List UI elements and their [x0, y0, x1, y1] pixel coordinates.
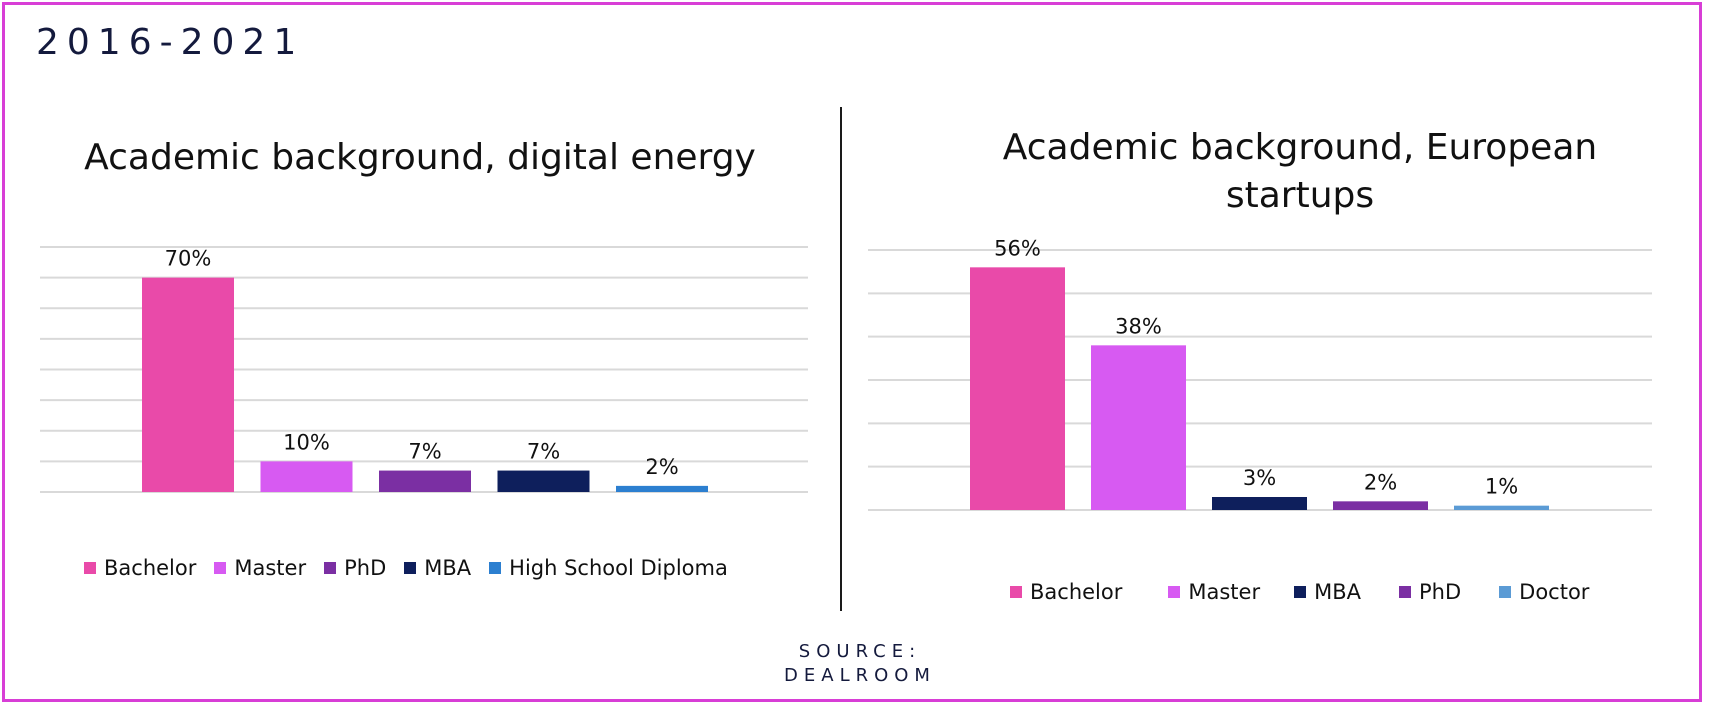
- bar-digital-energy-mba: [497, 470, 590, 492]
- data-label-european-startups-mba: 3%: [1243, 466, 1276, 490]
- source-name: DEALROOM: [784, 665, 936, 686]
- legend-item-bachelor: Bachelor: [84, 556, 196, 580]
- period-label: 2016-2021: [36, 22, 305, 63]
- data-label-digital-energy-master: 10%: [283, 430, 330, 454]
- bar-european-startups-bachelor: [970, 267, 1065, 510]
- legend-swatch-bachelor: [1010, 586, 1022, 598]
- data-label-european-startups-bachelor: 56%: [994, 236, 1041, 260]
- legend-digital-energy: Bachelor Master PhD MBA High School Diploma: [84, 556, 728, 580]
- legend-label-master: Master: [234, 556, 307, 580]
- bar-european-startups-mba: [1212, 497, 1307, 510]
- legend-swatch-high-school-diploma: [489, 562, 502, 574]
- legend-swatch-phd: [324, 562, 337, 574]
- legend-european-startups: Bachelor Master MBA PhD Doctor: [1010, 580, 1589, 604]
- bar-european-startups-master: [1091, 345, 1186, 510]
- legend-swatch-master: [214, 562, 227, 574]
- legend-item-high-school-diploma: High School Diploma: [489, 556, 728, 580]
- legend-swatch-doctor: [1499, 586, 1512, 598]
- legend-item-phd: PhD: [324, 556, 386, 580]
- legend-swatch-master: [1168, 586, 1181, 598]
- chart-divider: [840, 107, 842, 611]
- legend-label-mba: MBA: [1314, 580, 1361, 604]
- data-label-digital-energy-bachelor: 70%: [165, 247, 212, 271]
- legend-label-phd: PhD: [1419, 580, 1462, 604]
- data-label-european-startups-master: 38%: [1115, 314, 1162, 338]
- chart-title-digital-energy: Academic background, digital energy: [84, 137, 756, 178]
- legend-swatch-bachelor: [84, 562, 96, 574]
- bar-european-startups-phd: [1333, 501, 1428, 510]
- source-label: SOURCE:: [798, 641, 922, 662]
- legend-item-master: Master: [214, 556, 306, 580]
- legend-label-mba: MBA: [424, 556, 472, 580]
- legend-item-mba: MBA: [404, 556, 471, 580]
- legend-item-master: Master: [1168, 580, 1260, 604]
- legend-label-high-school-diploma: High School Diploma: [509, 556, 728, 580]
- legend-item-phd: PhD: [1399, 580, 1461, 604]
- legend-label-bachelor: Bachelor: [104, 556, 197, 580]
- bar-digital-energy-bachelor: [142, 277, 234, 492]
- chart-title-european-startups: Academic background, European startups: [1002, 127, 1598, 216]
- legend-label-master: Master: [1188, 580, 1261, 604]
- data-label-digital-energy-high-school-diploma: 2%: [645, 455, 678, 479]
- legend-swatch-phd: [1399, 586, 1411, 598]
- legend-label-phd: PhD: [344, 556, 387, 580]
- legend-label-doctor: Doctor: [1519, 580, 1590, 604]
- bar-digital-energy-phd: [379, 470, 471, 492]
- bar-digital-energy-master: [260, 461, 353, 492]
- legend-swatch-mba: [1294, 586, 1307, 598]
- data-label-european-startups-phd: 2%: [1364, 470, 1397, 494]
- data-label-european-startups-doctor: 1%: [1485, 475, 1518, 499]
- legend-item-doctor: Doctor: [1499, 580, 1589, 604]
- bar-digital-energy-high-school-diploma: [616, 485, 708, 492]
- legend-item-mba: MBA: [1294, 580, 1361, 604]
- source-note: SOURCE: DEALROOM: [700, 640, 1020, 688]
- legend-swatch-mba: [404, 562, 417, 574]
- bar-european-startups-doctor: [1454, 505, 1549, 510]
- data-label-digital-energy-mba: 7%: [527, 440, 560, 464]
- data-label-digital-energy-phd: 7%: [408, 440, 441, 464]
- legend-label-bachelor: Bachelor: [1030, 580, 1123, 604]
- legend-item-bachelor: Bachelor: [1010, 580, 1122, 604]
